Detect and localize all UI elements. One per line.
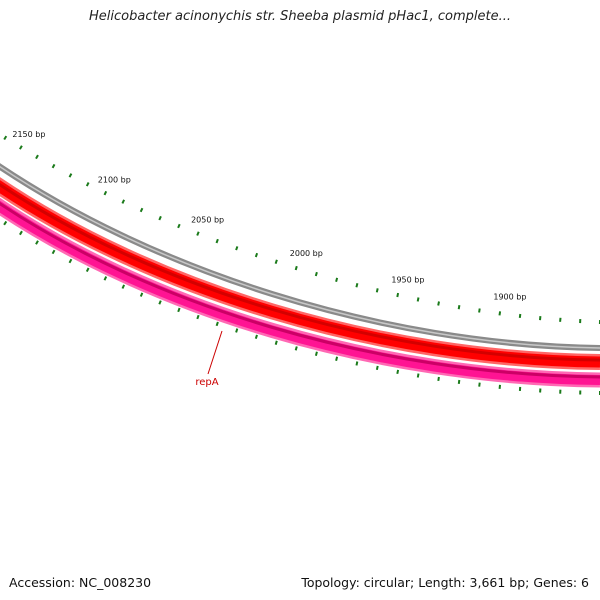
- scale-tick-outer-minor: [85, 182, 90, 187]
- gene-label-text: repA: [195, 377, 218, 388]
- scale-tick-outer-minor: [139, 207, 144, 213]
- scale-tick-outer-minor: [254, 252, 259, 258]
- gene-label-leader: [207, 330, 223, 375]
- scale-tick-outer-minor: [375, 288, 379, 293]
- scale-tick-inner-minor: [355, 361, 359, 366]
- accession-text: Accession: NC_008230: [9, 575, 152, 590]
- scale-tick-labels: 2150 bp 2100 bp 2050 bp 2000 bp 1950 bp 1900 …: [12, 130, 526, 302]
- scale-tick-outer-minor: [314, 271, 318, 277]
- scale-tick-inner-minor: [3, 220, 8, 226]
- scale-tick-outer-minor: [51, 163, 56, 169]
- scale-tick-inner-minor: [274, 340, 278, 345]
- scale-tick-inner-minor: [103, 276, 108, 281]
- gene-label-repa[interactable]: repA: [195, 330, 223, 388]
- scale-tick-inner-minor: [457, 379, 461, 385]
- feature-ring-red-shade: [0, 182, 600, 362]
- scale-tick-inner-minor: [235, 328, 239, 333]
- feature-ring-red-core: [0, 180, 600, 368]
- scale-tick-outer-minor: [196, 231, 200, 236]
- scale-tick-inner-minor: [215, 321, 219, 327]
- scale-tick-outer-minor: [457, 305, 461, 310]
- scale-tick-label: 2050 bp: [191, 215, 224, 224]
- backbone-ring: [0, 163, 600, 351]
- scale-tick-outer-minor: [518, 313, 522, 319]
- scale-tick-outer-minor: [121, 199, 126, 204]
- map-title: Helicobacter acinonychis str. Sheeba pla…: [89, 9, 511, 24]
- scale-tick-label: 1900 bp: [493, 293, 526, 302]
- feature-ring-pink-core: [0, 200, 600, 385]
- scale-tick-outer-minor: [498, 311, 502, 316]
- scale-ticks-outer: [3, 135, 600, 325]
- scale-tick-outer-minor: [158, 215, 162, 221]
- scale-tick-outer-minor: [437, 301, 440, 306]
- backbone-ring-inner: [0, 165, 600, 349]
- feature-ring-pink-shade: [0, 201, 600, 379]
- scale-tick-inner-minor: [254, 334, 258, 340]
- scale-tick-outer-minor: [215, 238, 219, 244]
- scale-tick-outer-minor: [416, 297, 420, 302]
- scale-tick-inner-minor: [121, 284, 126, 289]
- scale-tick-outer-minor: [235, 246, 239, 251]
- feature-ring-pink[interactable]: [0, 197, 600, 388]
- scale-tick-outer-minor: [294, 265, 298, 271]
- scale-tick-outer-minor: [177, 223, 181, 229]
- scale-tick-inner-minor: [396, 369, 400, 375]
- scale-tick-inner-minor: [478, 382, 481, 387]
- summary-text: Topology: circular; Length: 3,661 bp; Ge…: [301, 575, 589, 590]
- scale-tick-inner-minor: [314, 351, 318, 356]
- scale-tick-inner-minor: [35, 240, 39, 245]
- scale-tick-inner-minor: [19, 230, 23, 236]
- scale-tick-outer-minor: [355, 283, 359, 288]
- scale-tick-inner-minor: [139, 292, 144, 297]
- scale-tick-outer-minor: [35, 154, 39, 160]
- scale-tick-inner-minor: [158, 300, 162, 305]
- scale-tick-outer-minor: [19, 145, 23, 150]
- scale-tick-inner-minor: [437, 376, 440, 382]
- scale-tick-outer-minor: [68, 173, 73, 178]
- scale-ticks-inner: [3, 220, 600, 395]
- scale-tick-label: 2000 bp: [290, 249, 323, 258]
- scale-tick-outer-minor: [3, 135, 8, 141]
- scale-tick-outer-minor: [274, 259, 278, 265]
- scale-tick-inner-minor: [196, 314, 200, 320]
- scale-tick-outer-minor: [335, 277, 339, 283]
- scale-tick-outer-minor: [396, 292, 400, 298]
- scale-tick-label: 2150 bp: [12, 130, 45, 139]
- feature-ring-red: [0, 177, 600, 370]
- scale-tick-inner-minor: [68, 258, 73, 264]
- scale-tick-label: 1950 bp: [391, 275, 424, 284]
- scale-tick-inner-minor: [85, 267, 90, 273]
- scale-tick-outer-minor: [103, 190, 108, 196]
- scale-tick-inner-minor: [294, 346, 298, 351]
- scale-tick-outer-minor: [478, 308, 481, 313]
- scale-tick-label: 2100 bp: [98, 175, 131, 184]
- scale-tick-inner-minor: [177, 307, 181, 313]
- scale-tick-inner-minor: [416, 373, 420, 378]
- scale-tick-inner-minor: [335, 356, 339, 361]
- scale-tick-inner-minor: [375, 365, 379, 371]
- scale-tick-inner-minor: [51, 249, 56, 255]
